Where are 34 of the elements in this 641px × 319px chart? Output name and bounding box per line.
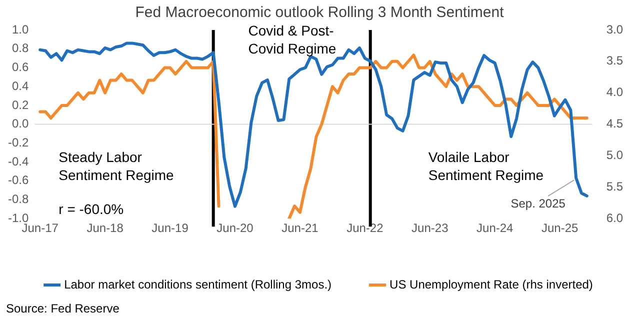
annotation: Covid & Post-Covid Regime <box>248 22 336 57</box>
y-tick-label: 0.4 <box>12 78 29 93</box>
x-tick-label: Jun-20 <box>216 221 254 236</box>
y-tick-label: -0.6 <box>8 173 29 188</box>
x-tick-label: Jun-25 <box>541 221 578 236</box>
y2-tick-label: 3.0 <box>606 22 624 36</box>
y-tick-label: 0.6 <box>12 60 29 74</box>
y-tick-label: 0.0 <box>12 116 29 131</box>
source-note: Source: Fed Reserve <box>6 301 120 316</box>
x-tick-label: Jun-18 <box>86 221 124 236</box>
y-tick-label: 0.2 <box>12 98 29 112</box>
y2-tick-label: 3.5 <box>606 54 624 68</box>
y-tick-label: -0.4 <box>8 154 29 168</box>
legend-label: Labor market conditions sentiment (Rolling 3mos.) <box>64 277 332 292</box>
annotation: Volaile Labor Sentiment Regime <box>428 149 544 184</box>
x-tick-label: Jun-21 <box>282 221 319 236</box>
x-tick-label: Jun-19 <box>152 221 189 236</box>
x-tick-label: Jun-22 <box>346 221 384 236</box>
y2-tick-label: 4.5 <box>606 116 624 131</box>
y2-tick-label: 4.0 <box>606 85 624 100</box>
y2-tick-label: 5.0 <box>606 148 624 162</box>
y-tick-label: -0.8 <box>8 192 29 206</box>
x-tick-label: Jun-24 <box>476 221 514 236</box>
y-tick-label: -0.2 <box>8 135 29 150</box>
y2-tick-label: 5.5 <box>606 179 624 194</box>
legend-label: US Unemployment Rate (rhs inverted) <box>390 277 593 292</box>
x-tick-label: Jun-23 <box>412 221 449 236</box>
y-tick-label: 1.0 <box>12 22 29 36</box>
annotation: r = -60.0% <box>58 200 124 217</box>
annotation: Steady Labor Sentiment Regime <box>58 149 174 184</box>
y-tick-label: 0.8 <box>12 41 29 56</box>
chart-title: Fed Macroeconomic outlook Rolling 3 Month Sentiment <box>135 4 505 22</box>
y2-tick-label: 6.0 <box>606 210 624 225</box>
annotation: Sep. 2025 <box>510 196 566 210</box>
